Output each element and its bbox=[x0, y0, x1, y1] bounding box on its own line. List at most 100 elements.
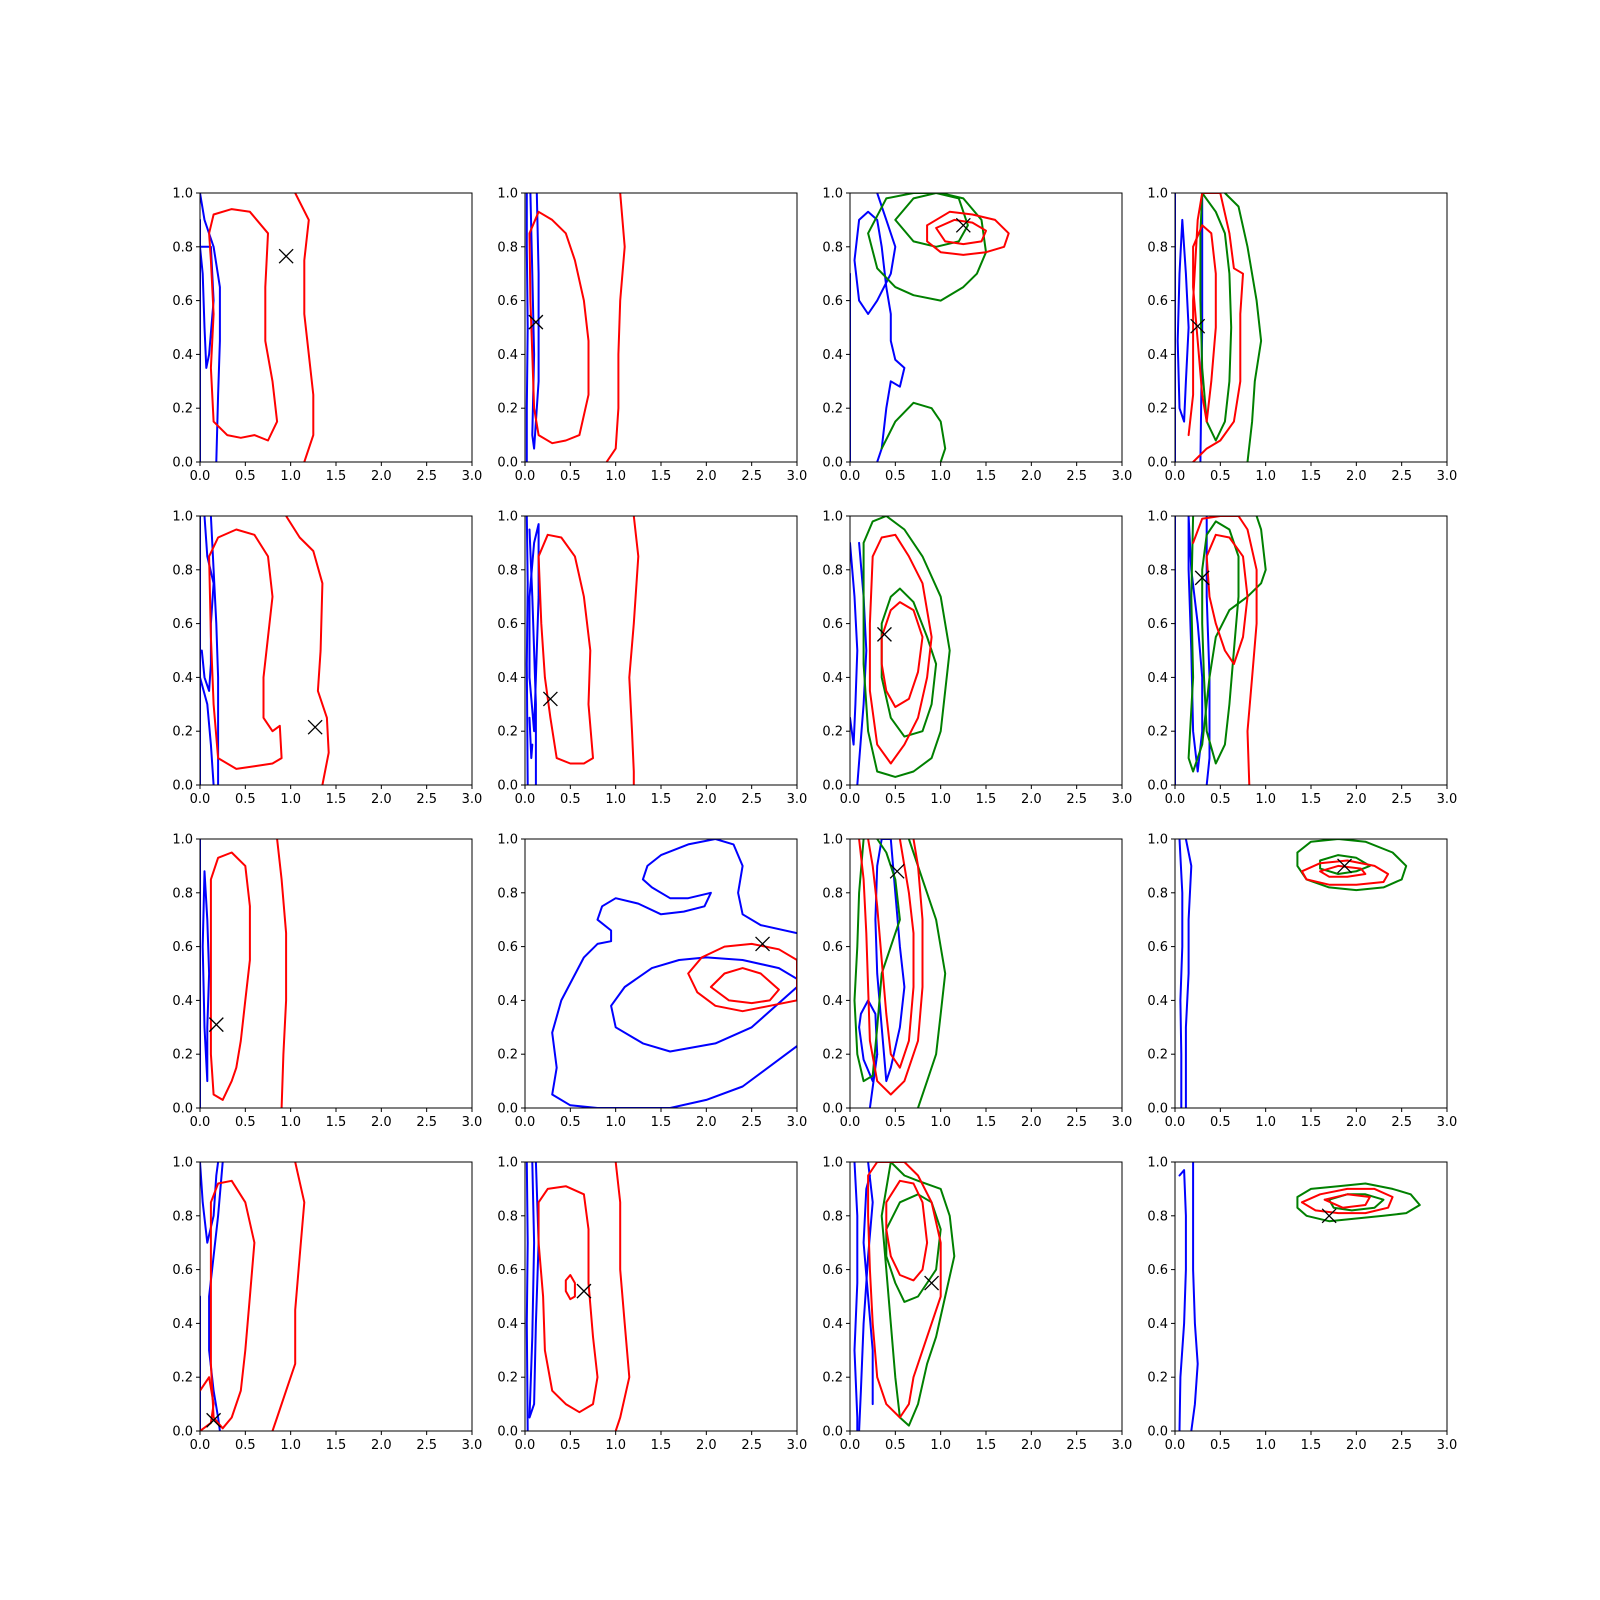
y-tick-label: 1.0 bbox=[822, 1156, 843, 1171]
x-tick-label: 1.5 bbox=[976, 469, 997, 484]
contour-layer bbox=[200, 193, 315, 462]
x-marker bbox=[876, 626, 892, 642]
x-tick-label: 3.0 bbox=[462, 469, 483, 484]
x-tick-label: 3.0 bbox=[787, 792, 808, 807]
x-tick-label: 0.0 bbox=[515, 469, 536, 484]
y-tick-label: 0.0 bbox=[822, 779, 843, 794]
x-tick-label: 0.5 bbox=[885, 469, 906, 484]
x-marker bbox=[755, 936, 771, 952]
y-tick-label: 0.4 bbox=[172, 671, 193, 686]
contour-red-3 bbox=[687, 942, 797, 1013]
contour-blue-2 bbox=[528, 1162, 540, 1419]
y-tick-label: 0.4 bbox=[1147, 1317, 1168, 1332]
x-tick-label: 2.0 bbox=[1021, 469, 1042, 484]
y-tick-label: 0.6 bbox=[497, 617, 518, 632]
x-tick-label: 1.0 bbox=[930, 1115, 951, 1130]
y-tick-label: 0.4 bbox=[1147, 671, 1168, 686]
contour-red-7 bbox=[858, 839, 924, 1096]
x-tick-label: 1.0 bbox=[605, 469, 626, 484]
y-tick-label: 0.8 bbox=[1147, 886, 1168, 901]
contour-blue-1 bbox=[200, 1162, 220, 1244]
x-tick-label: 1.5 bbox=[651, 1438, 672, 1453]
x-tick-label: 1.5 bbox=[651, 1115, 672, 1130]
y-tick-label: 1.0 bbox=[1147, 510, 1168, 525]
y-tick-label: 0.6 bbox=[1147, 294, 1168, 309]
y-tick-label: 0.0 bbox=[1147, 779, 1168, 794]
y-tick-label: 0.8 bbox=[822, 563, 843, 578]
y-tick-label: 0.6 bbox=[822, 294, 843, 309]
x-tick-label: 0.5 bbox=[235, 1438, 256, 1453]
x-tick-label: 1.0 bbox=[930, 1438, 951, 1453]
y-tick-label: 1.0 bbox=[172, 187, 193, 202]
y-tick-label: 0.6 bbox=[822, 617, 843, 632]
panel-1-1: 0.0 0.5 1.0 1.5 2.0 2.5 3.0 0.0 0.2 0.4 0.6 0.8 1.0 bbox=[172, 187, 482, 485]
x-marker bbox=[528, 314, 544, 330]
x-tick-label: 2.0 bbox=[1346, 792, 1367, 807]
x-tick-label: 0.5 bbox=[885, 1438, 906, 1453]
x-tick-label: 0.0 bbox=[190, 1115, 211, 1130]
y-tick-label: 0.6 bbox=[172, 294, 193, 309]
y-tick-label: 0.2 bbox=[822, 725, 843, 740]
y-tick-label: 0.6 bbox=[497, 294, 518, 309]
panel-2-1: 0.0 0.5 1.0 1.5 2.0 2.5 3.0 0.0 0.2 0.4 0.6 0.8 1.0 bbox=[172, 510, 482, 808]
contour-layer bbox=[1178, 1162, 1421, 1431]
contour-red-6 bbox=[628, 516, 640, 785]
contour-red-6 bbox=[1319, 864, 1367, 878]
contour-blue-4 bbox=[528, 716, 534, 760]
x-tick-label: 0.0 bbox=[1165, 792, 1186, 807]
contour-red-4 bbox=[276, 839, 288, 1108]
x-tick-label: 1.0 bbox=[1255, 1115, 1276, 1130]
x-tick-label: 3.0 bbox=[787, 1115, 808, 1130]
x-tick-label: 0.0 bbox=[515, 1438, 536, 1453]
y-tick-label: 0.0 bbox=[497, 1425, 518, 1440]
x-tick-label: 2.0 bbox=[1346, 1438, 1367, 1453]
contour-red-7 bbox=[867, 1162, 942, 1419]
x-tick-label: 3.0 bbox=[1437, 792, 1458, 807]
panel-3-1: 0.0 0.5 1.0 1.5 2.0 2.5 3.0 0.0 0.2 0.4 0.6 0.8 1.0 bbox=[172, 833, 482, 1131]
y-tick-label: 0.6 bbox=[1147, 1263, 1168, 1278]
y-tick-label: 0.0 bbox=[497, 779, 518, 794]
contour-green-5 bbox=[907, 839, 947, 1108]
axes-frame bbox=[524, 1161, 798, 1432]
x-tick-label: 0.5 bbox=[1210, 469, 1231, 484]
y-tick-label: 0.2 bbox=[172, 402, 193, 417]
contour-red-6 bbox=[1205, 533, 1249, 665]
contour-green-3 bbox=[862, 516, 951, 778]
y-tick-label: 0.0 bbox=[172, 1425, 193, 1440]
contour-green-4 bbox=[894, 193, 969, 248]
contour-blue-2 bbox=[208, 1162, 224, 1431]
y-tick-label: 0.6 bbox=[1147, 617, 1168, 632]
x-marker bbox=[1190, 318, 1206, 334]
contour-blue-2 bbox=[200, 676, 215, 785]
x-tick-label: 1.5 bbox=[976, 1115, 997, 1130]
x-tick-label: 1.5 bbox=[651, 469, 672, 484]
contour-red-4 bbox=[208, 208, 279, 442]
x-tick-label: 0.0 bbox=[190, 792, 211, 807]
contour-layer bbox=[1175, 193, 1263, 462]
contour-green-4 bbox=[1199, 193, 1233, 442]
contour-blue-1 bbox=[1176, 218, 1190, 423]
x-tick-label: 3.0 bbox=[787, 469, 808, 484]
y-tick-label: 0.8 bbox=[1147, 240, 1168, 255]
y-tick-label: 0.4 bbox=[497, 1317, 518, 1332]
contour-green-4 bbox=[853, 839, 901, 1083]
x-tick-label: 2.0 bbox=[371, 1438, 392, 1453]
y-tick-label: 0.8 bbox=[172, 886, 193, 901]
y-tick-label: 0.2 bbox=[822, 1371, 843, 1386]
x-marker bbox=[208, 1017, 224, 1033]
y-tick-label: 0.0 bbox=[172, 779, 193, 794]
contour-blue-3 bbox=[862, 1174, 874, 1406]
contour-red-5 bbox=[1300, 1187, 1394, 1215]
contour-green-3 bbox=[867, 193, 987, 302]
x-marker bbox=[924, 1275, 940, 1291]
x-tick-label: 3.0 bbox=[462, 792, 483, 807]
contour-blue-2 bbox=[610, 956, 797, 1053]
y-tick-label: 1.0 bbox=[172, 833, 193, 848]
y-tick-label: 0.2 bbox=[172, 1048, 193, 1063]
y-tick-label: 0.4 bbox=[497, 671, 518, 686]
contour-red-6 bbox=[1192, 224, 1217, 423]
x-tick-label: 2.0 bbox=[371, 1115, 392, 1130]
x-tick-label: 0.0 bbox=[515, 792, 536, 807]
x-tick-label: 0.5 bbox=[560, 792, 581, 807]
x-tick-label: 0.0 bbox=[840, 792, 861, 807]
